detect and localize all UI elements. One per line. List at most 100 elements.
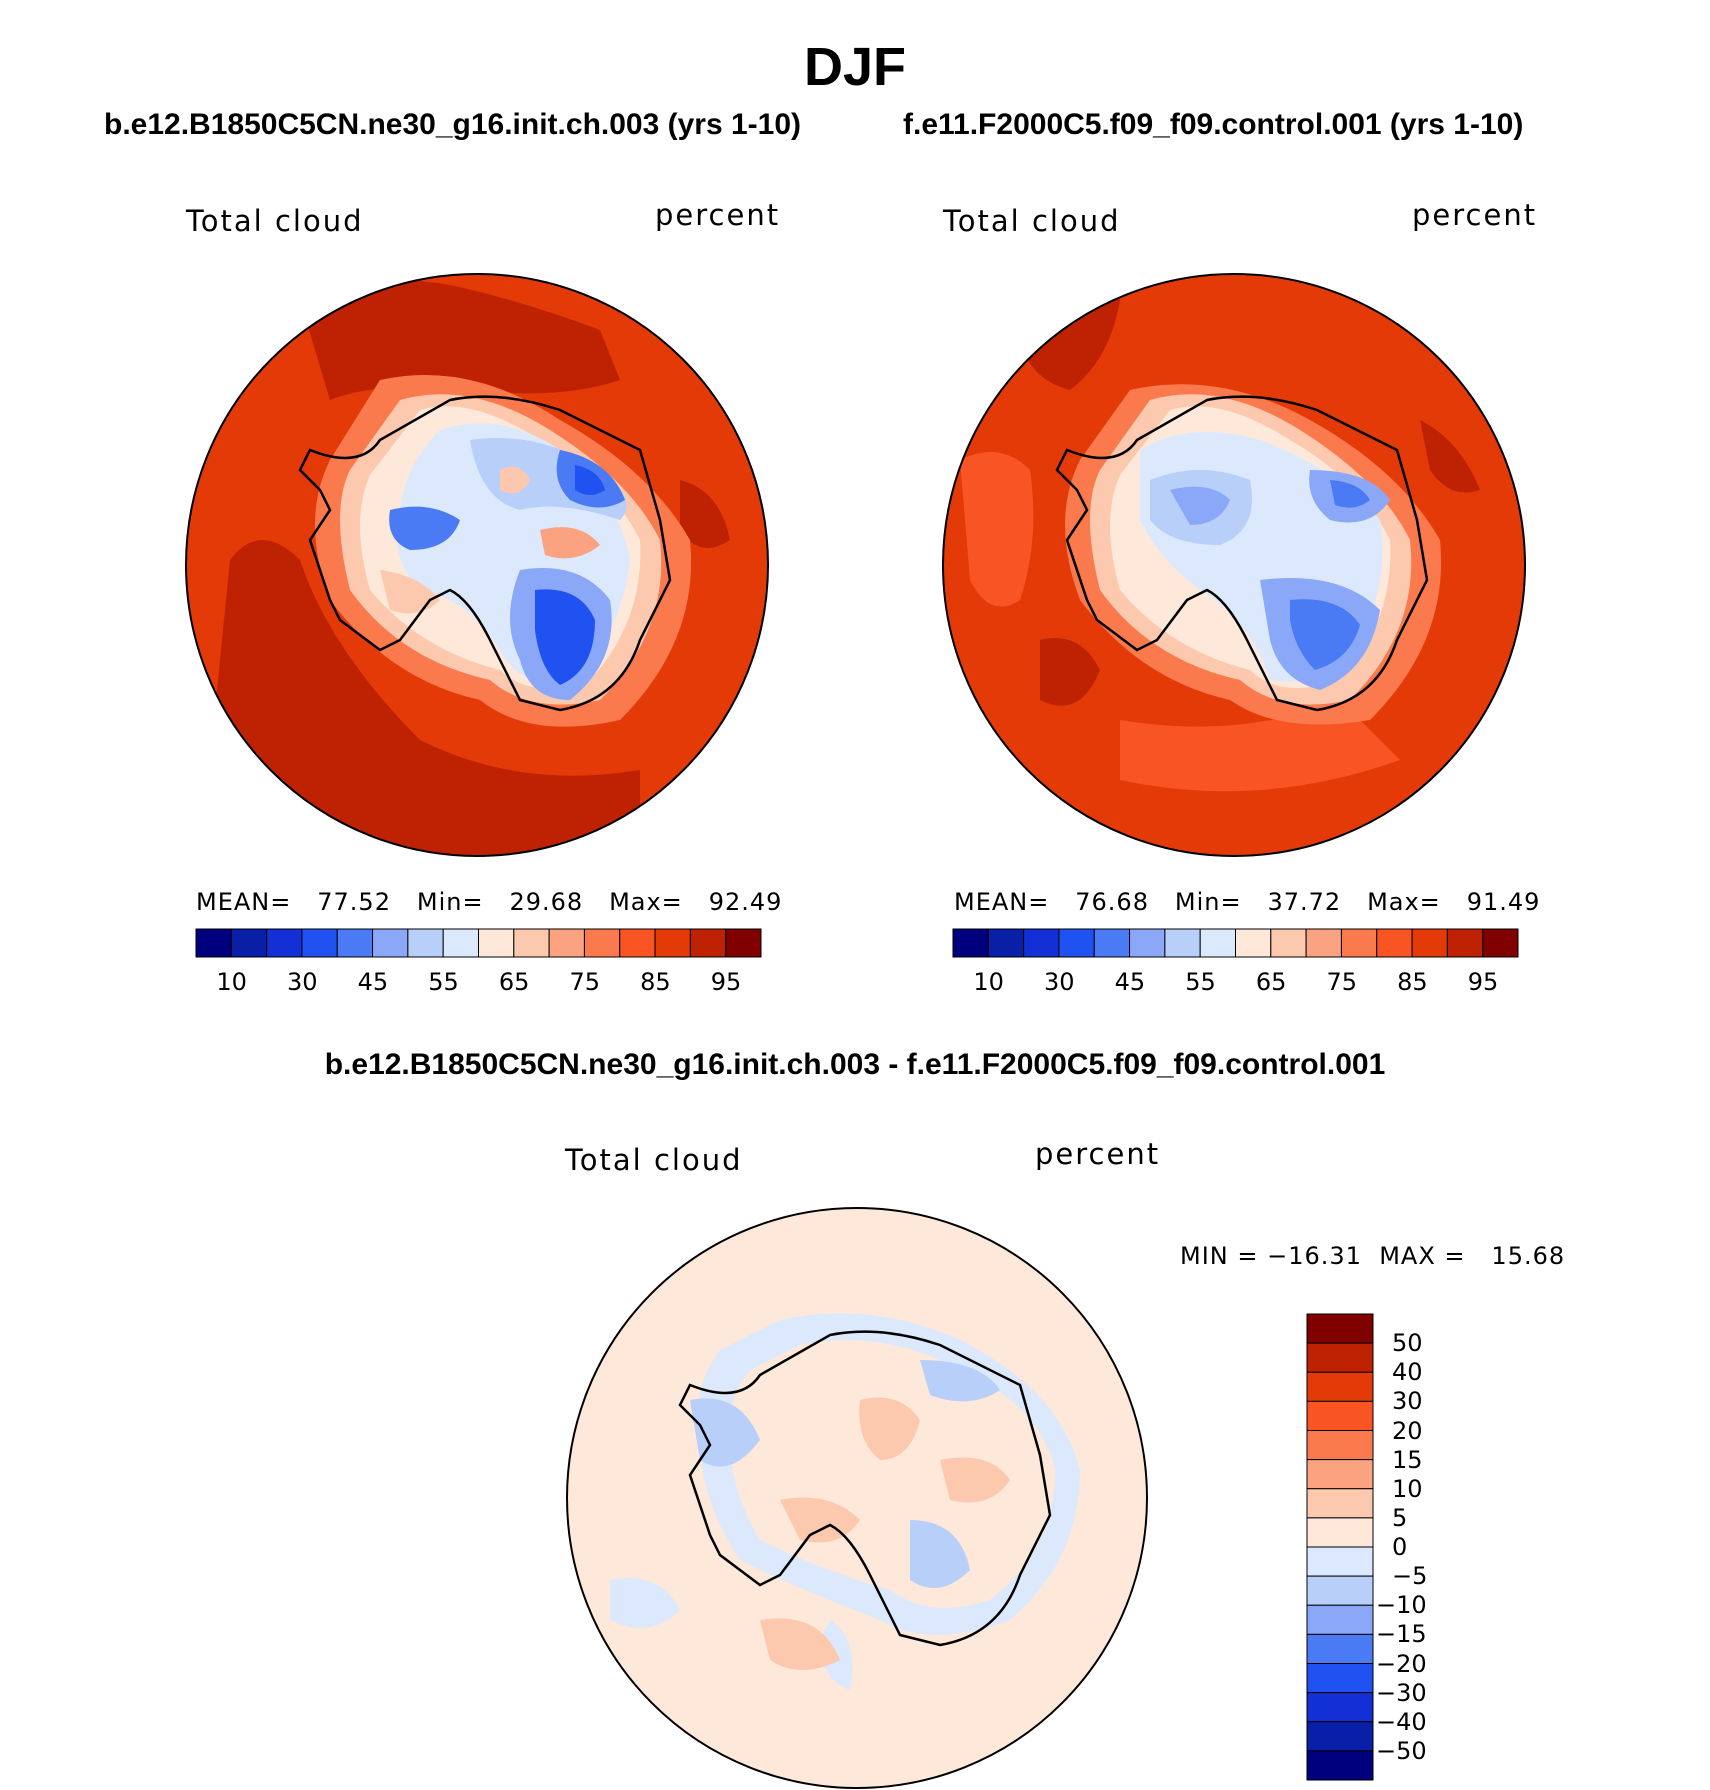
- colorbar-tick-label: 30: [1043, 968, 1075, 996]
- panel2-max-label: Max=: [1367, 888, 1441, 916]
- panel2-min-label: Min=: [1174, 888, 1242, 916]
- colorbar-tick-label: 50: [1392, 1329, 1423, 1358]
- colorbar-tick-label: −5: [1392, 1562, 1428, 1591]
- colorbar-swatch: [1446, 928, 1484, 958]
- difference-min-value: −16.31: [1267, 1242, 1362, 1270]
- colorbar-swatch: [513, 928, 550, 958]
- panel2-units-label: percent: [1412, 198, 1538, 232]
- colorbar-swatch: [1093, 928, 1131, 958]
- colorbar-tick-label: 75: [569, 968, 600, 996]
- difference-max-value: 15.68: [1491, 1242, 1566, 1270]
- colorbar-tick-label: 10: [973, 968, 1004, 996]
- panel1-colorbar: [195, 928, 762, 958]
- colorbar-swatch: [230, 928, 268, 958]
- colorbar-swatch: [266, 928, 303, 958]
- panel2-max-value: 91.49: [1466, 888, 1541, 916]
- panel1-mean-label: MEAN=: [196, 888, 292, 916]
- difference-minmax: MIN = −16.31 MAX = 15.68: [1180, 1242, 1565, 1270]
- difference-colorbar: [1306, 1313, 1374, 1781]
- colorbar-tick-label: 10: [216, 968, 247, 996]
- colorbar-tick-label: −20: [1376, 1649, 1427, 1678]
- colorbar-swatch: [1306, 1459, 1374, 1490]
- colorbar-swatch: [1306, 1400, 1374, 1431]
- colorbar-tick-label: 55: [428, 968, 459, 996]
- panel1-stats: MEAN= 77.52 Min= 29.68 Max= 92.49: [196, 888, 782, 916]
- colorbar-tick-label: 30: [286, 968, 318, 996]
- colorbar-tick-label: 45: [357, 968, 389, 996]
- colorbar-swatch: [1306, 1313, 1374, 1344]
- colorbar-swatch: [372, 928, 409, 958]
- colorbar-swatch: [1306, 1342, 1374, 1373]
- panel2-variable-label: Total cloud: [943, 204, 1121, 238]
- panel1-colorbar-ticks: 10 30 45 55 65 75 85 95: [196, 968, 761, 998]
- difference-min-label: MIN =: [1180, 1242, 1259, 1270]
- colorbar-swatch: [1306, 1750, 1374, 1781]
- colorbar-swatch: [1306, 1663, 1374, 1694]
- colorbar-swatch: [654, 928, 691, 958]
- panel1-max-label: Max=: [609, 888, 683, 916]
- colorbar-swatch: [1306, 1517, 1374, 1548]
- colorbar-swatch: [301, 928, 338, 958]
- colorbar-tick-label: 5: [1392, 1503, 1408, 1532]
- panel2-colorbar-ticks: 10 30 45 55 65 75 85 95: [953, 968, 1518, 998]
- colorbar-tick-label: 95: [710, 968, 742, 996]
- colorbar-tick-label: −30: [1376, 1678, 1427, 1707]
- colorbar-tick-label: −50: [1376, 1736, 1427, 1765]
- colorbar-swatch: [1306, 1721, 1374, 1752]
- colorbar-swatch: [1306, 1575, 1374, 1606]
- colorbar-swatch: [1270, 928, 1307, 958]
- colorbar-tick-label: 55: [1185, 968, 1216, 996]
- colorbar-swatch: [478, 928, 515, 958]
- colorbar-swatch: [1306, 1604, 1374, 1635]
- colorbar-swatch: [1306, 1692, 1374, 1723]
- colorbar-tick-label: 0: [1392, 1533, 1408, 1561]
- panel2-min-value: 37.72: [1267, 888, 1342, 916]
- difference-colorbar-ticks: 50 40 30 20 15 10 5 0 −5 −10 −15 −20 −30 −40 −50: [1376, 1314, 1464, 1780]
- colorbar-tick-label: 65: [1255, 968, 1287, 996]
- colorbar-swatch: [1235, 928, 1272, 958]
- panel1-min-label: Min=: [416, 888, 484, 916]
- colorbar-swatch: [1306, 1371, 1374, 1402]
- colorbar-swatch: [725, 928, 762, 958]
- panel1-min-value: 29.68: [509, 888, 584, 916]
- colorbar-swatch: [1129, 928, 1166, 958]
- colorbar-swatch: [1306, 1546, 1374, 1577]
- colorbar-tick-label: −10: [1376, 1591, 1427, 1620]
- panel2-colorbar: [952, 928, 1519, 958]
- colorbar-tick-label: 95: [1467, 968, 1499, 996]
- colorbar-swatch: [1164, 928, 1201, 958]
- colorbar-swatch: [583, 928, 621, 958]
- colorbar-tick-label: 85: [1397, 968, 1428, 996]
- colorbar-swatch: [548, 928, 585, 958]
- panel2-mean-value: 76.68: [1075, 888, 1149, 916]
- panel1-variable-label: Total cloud: [186, 204, 364, 238]
- panel2-case-title: f.e11.F2000C5.f09_f09.control.001 (yrs 1…: [903, 108, 1524, 141]
- difference-variable-label: Total cloud: [565, 1143, 743, 1177]
- colorbar-swatch: [442, 928, 479, 958]
- colorbar-tick-label: 40: [1392, 1358, 1423, 1387]
- colorbar-tick-label: 30: [1392, 1387, 1423, 1416]
- colorbar-tick-label: 45: [1114, 968, 1146, 996]
- colorbar-swatch: [1306, 1488, 1374, 1519]
- colorbar-swatch: [1482, 928, 1519, 958]
- colorbar-swatch: [195, 928, 232, 958]
- difference-title: b.e12.B1850C5CN.ne30_g16.init.ch.003 - f…: [324, 1048, 1386, 1081]
- colorbar-tick-label: 10: [1392, 1474, 1423, 1503]
- colorbar-tick-label: 15: [1392, 1445, 1423, 1474]
- panel1-mean-value: 77.52: [317, 888, 391, 916]
- panel1-case-title: b.e12.B1850C5CN.ne30_g16.init.ch.003 (yr…: [104, 108, 802, 141]
- colorbar-swatch: [1306, 1430, 1374, 1461]
- panel1-units-label: percent: [655, 198, 781, 232]
- colorbar-tick-label: 65: [498, 968, 530, 996]
- colorbar-tick-label: 75: [1326, 968, 1357, 996]
- difference-max-label: MAX =: [1379, 1242, 1466, 1270]
- panel2-mean-label: MEAN=: [954, 888, 1050, 916]
- colorbar-tick-label: −40: [1376, 1707, 1427, 1736]
- colorbar-tick-label: 20: [1392, 1416, 1423, 1445]
- colorbar-tick-label: 85: [640, 968, 671, 996]
- colorbar-tick-label: −15: [1376, 1620, 1427, 1649]
- colorbar-swatch: [1306, 1633, 1374, 1664]
